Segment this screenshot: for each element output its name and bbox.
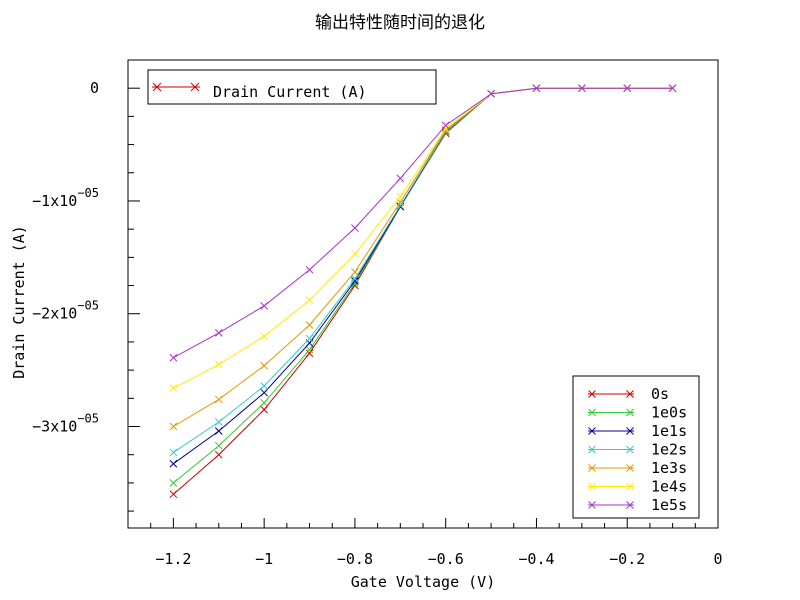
data-point-1e5s bbox=[623, 84, 632, 93]
legend-entry-1e3s: 1e3s bbox=[588, 459, 687, 477]
data-point-1e5s bbox=[487, 89, 495, 98]
data-point-1e5s bbox=[441, 121, 450, 130]
data-point-1e5s bbox=[305, 265, 314, 274]
data-point-1e0s bbox=[305, 345, 314, 354]
legend-entry-0s: 0s bbox=[588, 385, 669, 403]
legend-label: 1e4s bbox=[651, 478, 687, 496]
x-tick-label: −1.2 bbox=[155, 550, 191, 568]
data-point-1e5s bbox=[260, 301, 269, 310]
data-point-1e4s bbox=[396, 192, 405, 201]
data-point-1e1s bbox=[351, 277, 359, 285]
data-point-1e5s bbox=[668, 84, 677, 93]
legend-label: 1e1s bbox=[651, 422, 687, 440]
data-point-1e3s bbox=[169, 422, 178, 431]
legend-entry-1e1s: 1e1s bbox=[588, 422, 687, 440]
data-point-0s bbox=[260, 405, 269, 414]
legend-label: 1e0s bbox=[651, 404, 687, 422]
data-point-0s bbox=[169, 490, 178, 499]
legend-marker-left bbox=[588, 390, 596, 398]
data-point-1e5s bbox=[577, 84, 586, 93]
data-point-1e4s bbox=[351, 250, 359, 258]
data-point-1e5s bbox=[532, 84, 541, 93]
x-tick-label: −1 bbox=[255, 550, 273, 568]
data-point-1e3s bbox=[260, 361, 269, 370]
legend-marker-left bbox=[588, 408, 596, 417]
x-tick-label: −0.2 bbox=[609, 550, 645, 568]
data-point-1e2s bbox=[214, 418, 223, 426]
legend-marker-right bbox=[626, 482, 634, 491]
y-axis: 0 −1x10−05 −2x10−05 −3x10−05 bbox=[32, 59, 140, 512]
legend-marker-right bbox=[626, 408, 634, 417]
data-point-1e2s bbox=[351, 274, 359, 283]
legend-marker-right bbox=[626, 445, 634, 454]
series-line-1e5s bbox=[173, 87, 673, 359]
y-tick-label: −1x10−05 bbox=[32, 186, 99, 210]
data-point-1e0s bbox=[260, 398, 269, 407]
data-point-1e4s bbox=[260, 332, 269, 341]
x-tick-label: −0.4 bbox=[518, 550, 554, 568]
legend-marker-right bbox=[626, 427, 634, 435]
data-point-1e4s bbox=[214, 360, 223, 369]
data-point-1e1s bbox=[214, 427, 223, 435]
top-legend-marker-right bbox=[190, 82, 200, 92]
data-point-1e2s bbox=[396, 201, 405, 210]
data-point-1e4s bbox=[305, 296, 314, 305]
x-tick-label: 0 bbox=[713, 550, 722, 568]
legend-label: 1e2s bbox=[651, 441, 687, 459]
data-point-1e1s bbox=[260, 388, 269, 397]
top-legend: Drain Current (A) bbox=[147, 69, 437, 105]
data-point-1e5s bbox=[169, 353, 178, 362]
legend-entry-1e0s: 1e0s bbox=[588, 404, 687, 422]
data-point-1e5s bbox=[214, 329, 223, 337]
legend-label: 1e5s bbox=[651, 496, 687, 514]
y-tick-label: −3x10−05 bbox=[32, 412, 99, 436]
data-point-1e0s bbox=[214, 441, 223, 450]
x-axis-label: Gate Voltage (V) bbox=[351, 573, 496, 591]
y-tick-label: 0 bbox=[90, 79, 99, 97]
data-point-1e2s bbox=[169, 448, 178, 457]
legend-marker-left bbox=[588, 427, 596, 435]
legend-marker-left bbox=[588, 482, 596, 491]
series-1e5s bbox=[169, 84, 677, 362]
data-point-1e5s bbox=[396, 174, 405, 183]
legend-entry-1e5s: 1e5s bbox=[588, 496, 687, 514]
data-point-1e3s bbox=[305, 321, 314, 329]
data-point-0s bbox=[214, 450, 223, 459]
data-point-1e2s bbox=[260, 382, 269, 390]
legend-marker-left bbox=[588, 464, 596, 472]
legend-marker-right bbox=[626, 390, 634, 398]
legend-label: 1e3s bbox=[651, 459, 687, 477]
data-point-1e4s bbox=[441, 124, 450, 133]
legend-marker-left bbox=[588, 445, 596, 454]
data-point-1e1s bbox=[169, 459, 178, 468]
top-legend-marker-left bbox=[152, 82, 162, 92]
top-legend-markers bbox=[152, 82, 200, 92]
series-layer bbox=[169, 84, 677, 499]
data-point-1e5s bbox=[351, 224, 359, 232]
y-tick-label: −2x10−05 bbox=[32, 299, 99, 323]
data-point-1e0s bbox=[169, 479, 178, 487]
legend-marker-left bbox=[588, 501, 596, 509]
data-point-1e3s bbox=[214, 395, 223, 404]
top-legend-label: Drain Current (A) bbox=[213, 83, 367, 101]
x-tick-label: −0.6 bbox=[428, 550, 464, 568]
data-point-1e3s bbox=[351, 268, 359, 276]
legend-entry-1e2s: 1e2s bbox=[588, 441, 687, 459]
legend-marker-right bbox=[626, 501, 634, 509]
x-axis: −1.2 −1 −0.8 −0.6 −0.4 −0.2 0 bbox=[127, 518, 723, 568]
legend-label: 0s bbox=[651, 385, 669, 403]
chart-title: 输出特性随时间的退化 bbox=[315, 13, 485, 33]
y-axis-label: Drain Current (A) bbox=[10, 225, 28, 379]
x-tick-label: −0.8 bbox=[337, 550, 373, 568]
data-point-0s bbox=[305, 349, 314, 358]
legend-entry-1e4s: 1e4s bbox=[588, 478, 687, 496]
legend-marker-right bbox=[626, 464, 634, 472]
data-point-1e4s bbox=[169, 384, 178, 393]
data-point-1e2s bbox=[305, 334, 314, 343]
